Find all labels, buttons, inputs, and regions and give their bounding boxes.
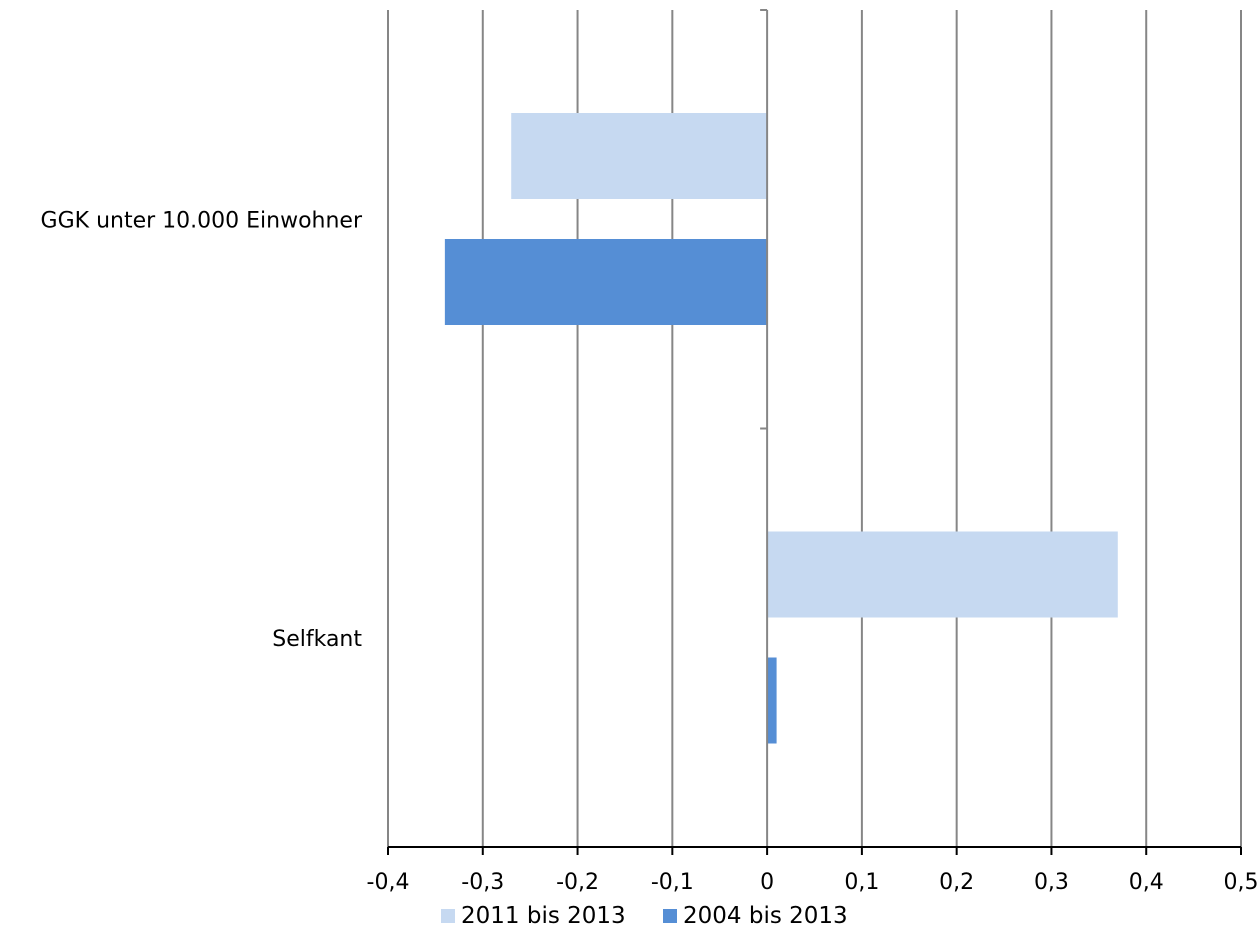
bars	[444, 113, 1118, 744]
x-tick-label: 0,3	[1034, 870, 1069, 895]
x-tick-label: 0,5	[1224, 870, 1259, 895]
bar	[511, 113, 768, 199]
x-tick-label: -0,4	[367, 870, 410, 895]
legend-swatch	[441, 909, 455, 923]
category-label: Selfkant	[272, 627, 362, 652]
category-labels: GGK unter 10.000 Einwohner Selfkant	[41, 208, 363, 652]
category-label: GGK unter 10.000 Einwohner	[41, 208, 363, 233]
bar	[444, 239, 768, 325]
x-tick-labels: -0,4 -0,3 -0,2 -0,1 0 0,1 0,2 0,3 0,4 0,5	[367, 870, 1259, 895]
bar	[767, 531, 1118, 618]
x-tick-label: 0,1	[844, 870, 879, 895]
bar	[767, 657, 777, 744]
x-tick-label: 0	[760, 870, 774, 895]
legend-label: 2004 bis 2013	[683, 903, 848, 929]
x-tick-label: -0,2	[556, 870, 599, 895]
legend-label: 2011 bis 2013	[461, 903, 626, 929]
legend: 2011 bis 2013 2004 bis 2013	[441, 903, 848, 929]
legend-swatch	[663, 909, 677, 923]
x-tick-label: 0,2	[939, 870, 974, 895]
axes	[387, 9, 1242, 855]
x-tick-label: -0,3	[461, 870, 504, 895]
x-tick-label: 0,4	[1129, 870, 1164, 895]
x-tick-label: -0,1	[651, 870, 694, 895]
